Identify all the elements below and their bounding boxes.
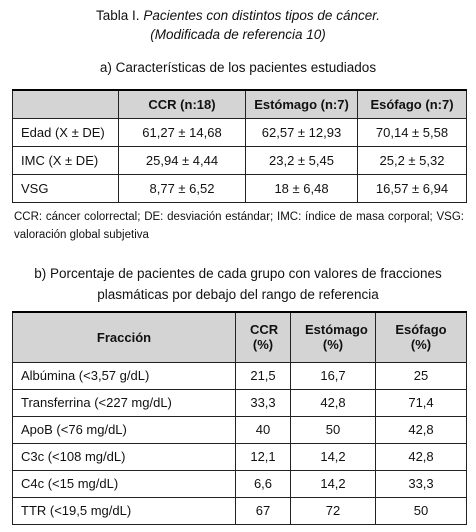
- row: TTR (<19,5 mg/dL) 67 72 50: [12, 496, 467, 525]
- cell: Edad (X ± DE): [12, 117, 119, 147]
- cell: 72: [290, 496, 376, 525]
- row: C4c (<15 mg/dL) 6,6 14,2 33,3: [12, 469, 467, 498]
- cell: 33,3: [235, 388, 291, 417]
- cell: Transferrina (<227 mg/dL): [12, 388, 236, 417]
- cell: 16,7: [290, 361, 376, 390]
- header-cell: [12, 89, 119, 119]
- row: Edad (X ± DE) 61,27 ± 14,68 62,57 ± 12,93 7…: [12, 117, 467, 147]
- cell: 42,8: [375, 442, 467, 471]
- cell: 18 ± 6,48: [245, 173, 358, 203]
- caption-a: a) Características de los pacientes estu…: [99, 60, 377, 75]
- table-title: Tabla I. Pacientes con distintos tipos d…: [0, 6, 476, 44]
- cell: 16,57 ± 6,94: [357, 173, 467, 203]
- header-cell: CCR (n:18): [118, 89, 246, 119]
- cell: 61,27 ± 14,68: [118, 117, 246, 147]
- header-cell: Estómago (%): [290, 311, 376, 363]
- cell: 8,77 ± 6,52: [118, 173, 246, 203]
- cell: 40: [235, 415, 291, 444]
- row: ApoB (<76 mg/dL) 40 50 42,8: [12, 415, 467, 444]
- cell: 12,1: [235, 442, 291, 471]
- header-cell: CCR (%): [235, 311, 291, 363]
- title-label: Tabla I.: [96, 8, 140, 23]
- table-a: CCR (n:18) Estómago (n:7) Esófago (n:7) Eda…: [12, 89, 467, 203]
- cell: 23,2 ± 5,45: [245, 145, 358, 175]
- cell: TTR (<19,5 mg/dL): [12, 496, 236, 525]
- cell: 42,8: [375, 415, 467, 444]
- cell: 50: [375, 496, 467, 525]
- cell: VSG: [12, 173, 119, 203]
- cell: 21,5: [235, 361, 291, 390]
- cell: 14,2: [290, 469, 376, 498]
- cell: 25: [375, 361, 467, 390]
- header-cell: Estómago (n:7): [245, 89, 358, 119]
- cell: Albúmina (<3,57 g/dL): [12, 361, 236, 390]
- row: C3c (<108 mg/dL) 12,1 14,2 42,8: [12, 442, 467, 471]
- title-line: (Modificada de referencia 10): [150, 27, 326, 42]
- cell: IMC (X ± DE): [12, 145, 119, 175]
- cell: 6,6: [235, 469, 291, 498]
- row: Albúmina (<3,57 g/dL) 21,5 16,7 25: [12, 361, 467, 390]
- cell: C3c (<108 mg/dL): [12, 442, 236, 471]
- row: Transferrina (<227 mg/dL) 33,3 42,8 71,4: [12, 388, 467, 417]
- header-cell: Esófago (n:7): [357, 89, 467, 119]
- cell: 62,57 ± 12,93: [245, 117, 358, 147]
- header-cell: Esófago (%): [375, 311, 467, 363]
- cell: 70,14 ± 5,58: [357, 117, 467, 147]
- cell: 14,2: [290, 442, 376, 471]
- cell: 50: [290, 415, 376, 444]
- cell: 25,94 ± 4,44: [118, 145, 246, 175]
- row: IMC (X ± DE) 25,94 ± 4,44 23,2 ± 5,45 25,2 …: [12, 145, 467, 175]
- table-b: Fracción CCR (%) Estómago (%) Esófago (%) Al…: [12, 311, 467, 525]
- cell: 71,4: [375, 388, 467, 417]
- cell: 42,8: [290, 388, 376, 417]
- header-cell: Fracción: [12, 311, 236, 363]
- cell: ApoB (<76 mg/dL): [12, 415, 236, 444]
- cell: 33,3: [375, 469, 467, 498]
- cell: C4c (<15 mg/dL): [12, 469, 236, 498]
- caption-b: b) Porcentaje de pacientes de cada grupo…: [34, 266, 442, 302]
- header-row: Fracción CCR (%) Estómago (%) Esófago (%): [12, 311, 467, 363]
- title-line: Pacientes con distintos tipos de cáncer.: [143, 8, 380, 23]
- cell: 25,2 ± 5,32: [357, 145, 467, 175]
- row: VSG 8,77 ± 6,52 18 ± 6,48 16,57 ± 6,94: [12, 173, 467, 203]
- footnote: CCR: cáncer colorrectal; DE: desviación …: [14, 211, 464, 241]
- header-row: CCR (n:18) Estómago (n:7) Esófago (n:7): [12, 89, 467, 119]
- cell: 67: [235, 496, 291, 525]
